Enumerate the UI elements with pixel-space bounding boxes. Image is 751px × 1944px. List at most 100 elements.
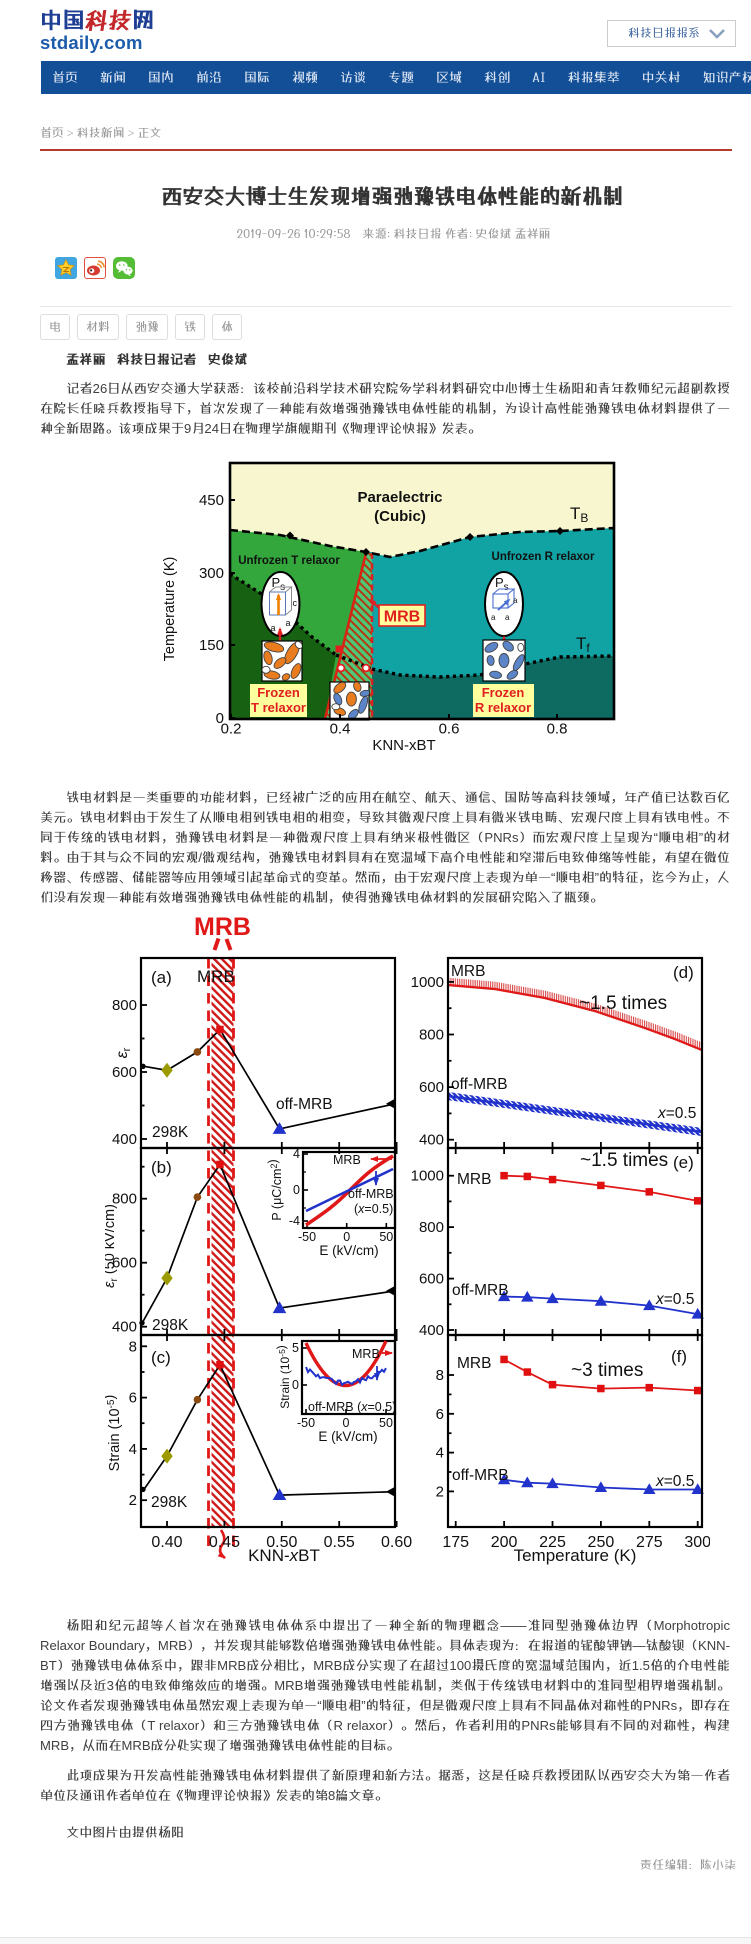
- svg-text:-4: -4: [289, 1214, 300, 1228]
- svg-text:0: 0: [343, 1230, 350, 1244]
- svg-text:R relaxor: R relaxor: [475, 700, 531, 715]
- svg-text:KNN-xBT: KNN-xBT: [372, 737, 435, 754]
- svg-text:(Cubic): (Cubic): [374, 508, 426, 525]
- svg-text:εr: εr: [114, 1047, 133, 1058]
- svg-text:1000: 1000: [411, 1168, 444, 1185]
- svg-text:off-MRB: off-MRB: [348, 1187, 394, 1201]
- svg-text:400: 400: [419, 1322, 444, 1339]
- svg-text:P (μC/cm2): P (μC/cm2): [266, 1159, 284, 1220]
- svg-text:0.55: 0.55: [324, 1534, 355, 1551]
- svg-text:E (kV/cm): E (kV/cm): [319, 1243, 378, 1258]
- svg-text:275: 275: [636, 1534, 663, 1551]
- svg-text:5: 5: [292, 1341, 299, 1355]
- svg-text:300: 300: [684, 1534, 710, 1551]
- svg-text:off-MRB: off-MRB: [452, 1467, 509, 1484]
- svg-text:KNN-xBT: KNN-xBT: [248, 1546, 320, 1565]
- svg-text:600: 600: [112, 1255, 137, 1272]
- svg-text:250: 250: [588, 1534, 615, 1551]
- svg-text:Frozen: Frozen: [257, 685, 300, 700]
- svg-text:0.4: 0.4: [330, 721, 351, 738]
- svg-text:MRB: MRB: [451, 963, 485, 980]
- svg-text:0.8: 0.8: [547, 721, 568, 738]
- svg-text:450: 450: [199, 492, 224, 509]
- svg-text:off-MRB: off-MRB: [276, 1096, 333, 1113]
- svg-text:800: 800: [419, 1027, 444, 1044]
- svg-text:4: 4: [293, 1147, 300, 1161]
- svg-text:50: 50: [379, 1416, 393, 1430]
- svg-text:a: a: [505, 613, 510, 622]
- svg-text:MRB: MRB: [384, 609, 420, 626]
- svg-text:0: 0: [292, 1378, 299, 1392]
- svg-text:400: 400: [112, 1131, 137, 1148]
- svg-text:MRB: MRB: [457, 1171, 491, 1188]
- svg-text:2: 2: [436, 1483, 444, 1500]
- svg-text:a: a: [491, 613, 496, 622]
- svg-text:0: 0: [216, 710, 224, 727]
- svg-text:2: 2: [129, 1492, 137, 1509]
- svg-text:a: a: [286, 618, 291, 628]
- svg-text:T relaxor: T relaxor: [251, 700, 306, 715]
- svg-text:off-MRB: off-MRB: [452, 1282, 509, 1299]
- svg-text:a: a: [513, 596, 518, 605]
- svg-text:Unfrozen T relaxor: Unfrozen T relaxor: [238, 555, 340, 567]
- svg-text:(f): (f): [671, 1347, 687, 1366]
- svg-text:(b): (b): [151, 1158, 172, 1177]
- svg-text:MRB: MRB: [333, 1153, 361, 1167]
- svg-text:0: 0: [293, 1183, 300, 1197]
- svg-text:0.6: 0.6: [439, 721, 460, 738]
- svg-text:(d): (d): [673, 963, 694, 982]
- svg-text:(e): (e): [673, 1153, 694, 1172]
- svg-text:MRB: MRB: [352, 1347, 380, 1361]
- svg-text:MRB: MRB: [194, 913, 251, 941]
- svg-text:0.2: 0.2: [221, 721, 242, 738]
- svg-text:Frozen: Frozen: [482, 685, 525, 700]
- svg-text:~1.5 times: ~1.5 times: [579, 993, 667, 1014]
- svg-text:6: 6: [129, 1390, 137, 1407]
- svg-text:298K: 298K: [151, 1494, 188, 1511]
- svg-text:a: a: [271, 623, 276, 633]
- svg-text:E (kV/cm): E (kV/cm): [318, 1429, 377, 1444]
- svg-text:150: 150: [199, 637, 224, 654]
- svg-text:600: 600: [419, 1271, 444, 1288]
- svg-text:4: 4: [129, 1441, 137, 1458]
- svg-text:-50: -50: [298, 1230, 316, 1244]
- svg-text:εr (50 kV/cm): εr (50 kV/cm): [105, 1204, 120, 1288]
- svg-text:300: 300: [199, 565, 224, 582]
- svg-text:0: 0: [343, 1416, 350, 1430]
- svg-text:200: 200: [491, 1534, 518, 1551]
- svg-text:600: 600: [112, 1064, 137, 1081]
- svg-text:0.45: 0.45: [209, 1534, 240, 1551]
- svg-text:-50: -50: [297, 1416, 315, 1430]
- svg-text:MRB: MRB: [197, 967, 235, 986]
- svg-text:1000: 1000: [411, 974, 444, 991]
- svg-text:8: 8: [129, 1338, 137, 1355]
- svg-text:298K: 298K: [152, 1124, 189, 1141]
- svg-text:Temperature (K): Temperature (K): [162, 557, 178, 662]
- svg-text:50: 50: [379, 1230, 393, 1244]
- svg-text:298K: 298K: [152, 1317, 189, 1334]
- svg-text:800: 800: [112, 997, 137, 1014]
- svg-text:Temperature (K): Temperature (K): [514, 1546, 637, 1565]
- svg-text:(a): (a): [151, 968, 172, 987]
- svg-text:c: c: [293, 598, 298, 608]
- svg-text:x=0.5: x=0.5: [655, 1473, 694, 1490]
- svg-text:6: 6: [436, 1406, 444, 1423]
- svg-text:175: 175: [442, 1534, 469, 1551]
- svg-text:off-MRB: off-MRB: [451, 1076, 508, 1093]
- svg-text:x=0.5: x=0.5: [655, 1291, 694, 1308]
- svg-text:~1.5 times: ~1.5 times: [580, 1150, 668, 1171]
- svg-text:4: 4: [436, 1445, 444, 1462]
- svg-text:Unfrozen R relaxor: Unfrozen R relaxor: [492, 551, 595, 563]
- svg-text:(x=0.5): (x=0.5): [354, 1202, 393, 1216]
- svg-text:Strain (10-5): Strain (10-5): [274, 1345, 292, 1409]
- svg-text:0.60: 0.60: [381, 1534, 412, 1551]
- svg-text:~3 times: ~3 times: [571, 1360, 643, 1381]
- svg-text:Paraelectric: Paraelectric: [357, 489, 442, 506]
- svg-text:800: 800: [112, 1191, 137, 1208]
- svg-text:x=0.5: x=0.5: [657, 1105, 696, 1122]
- svg-text:off-MRB (x=0.5): off-MRB (x=0.5): [308, 1400, 396, 1414]
- svg-text:MRB: MRB: [457, 1355, 491, 1372]
- svg-text:600: 600: [419, 1079, 444, 1096]
- svg-text:0.50: 0.50: [266, 1534, 297, 1551]
- svg-text:Strain (10-5): Strain (10-5): [105, 1395, 123, 1472]
